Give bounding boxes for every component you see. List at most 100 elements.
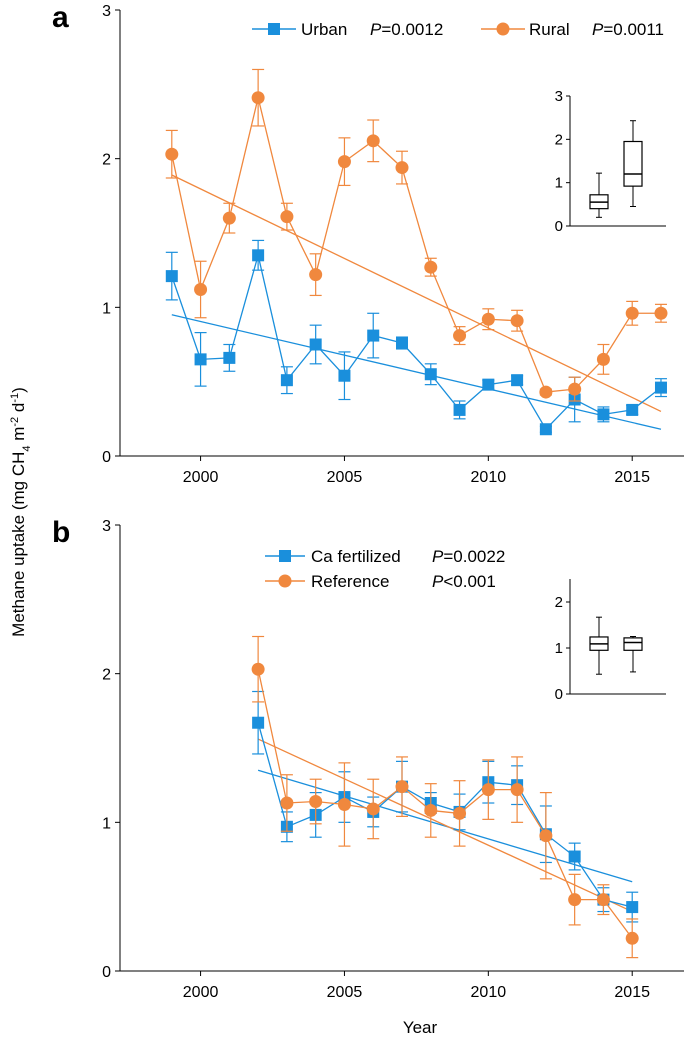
inset-boxplot: 0 1 2 (555, 579, 666, 703)
trend-line-urban (171, 314, 662, 430)
x-tick-label: 2000 (183, 469, 219, 486)
x-tick-label: 2015 (614, 984, 650, 1001)
y-tick-label: 1 (102, 815, 111, 832)
data-point (597, 408, 610, 421)
x-axis-title: Year (403, 1018, 438, 1037)
legend-p-number: =0.0011 (603, 20, 664, 39)
data-point (309, 795, 323, 809)
data-point (251, 91, 265, 105)
box-body (623, 637, 643, 651)
data-point (194, 353, 207, 366)
y-axis-title-main: Methane uptake (mg CH (9, 452, 28, 637)
data-point (568, 893, 582, 907)
legend-label: Ca fertilized (311, 547, 401, 566)
data-point (396, 337, 408, 350)
panel-label: b (52, 516, 70, 549)
y-tick-label: 2 (102, 667, 111, 684)
data-point (654, 381, 667, 394)
legend: Urban P=0.0012 Rural P=0.0011 (252, 20, 664, 39)
legend-marker (279, 550, 291, 562)
inset-y-tick-label: 1 (555, 640, 563, 657)
y-axis-title-sup1: -2 (9, 417, 21, 427)
y-tick-label: 3 (102, 518, 111, 535)
legend-p-value: P=0.0011 (592, 20, 664, 39)
inset-y-tick-label: 2 (555, 594, 563, 611)
data-point (539, 829, 553, 843)
data-point (625, 931, 639, 945)
y-axis-title-sup2: -1 (9, 393, 21, 403)
data-point (511, 374, 524, 387)
x-tick-label: 2000 (183, 984, 219, 1001)
x-tick-label: 2010 (471, 469, 507, 486)
legend-label: Rural (529, 20, 570, 39)
inset-y-tick-label: 2 (555, 131, 563, 148)
x-tick-label: 2005 (327, 984, 363, 1001)
legend-p-symbol: P (432, 572, 444, 591)
legend-marker (268, 23, 280, 35)
data-point (367, 329, 380, 342)
legend-p-number: =0.0012 (381, 20, 443, 39)
data-point (309, 338, 322, 351)
legend-p-symbol: P (370, 20, 382, 39)
data-point (424, 368, 437, 381)
panel-label: a (52, 1, 69, 34)
legend-p-symbol: P (592, 20, 604, 39)
data-point (366, 134, 380, 148)
y-tick-label: 0 (102, 964, 111, 981)
legend-p-value: P<0.001 (432, 572, 496, 591)
data-point (482, 378, 495, 391)
data-point (165, 147, 179, 161)
y-axis-title-mid: m (9, 427, 28, 446)
data-point (280, 374, 293, 387)
y-axis-title-end: ) (9, 387, 28, 393)
inset-boxplot: 0 1 2 3 (555, 88, 666, 235)
y-tick-label: 1 (102, 300, 111, 317)
series-urban (165, 239, 667, 436)
data-point (251, 662, 265, 676)
legend-marker (278, 574, 292, 588)
data-point (222, 211, 236, 225)
inset-y-tick-label: 3 (555, 88, 563, 105)
y-axis-title: Methane uptake (mg CH4 m-2 d-1) (9, 387, 33, 637)
data-point (596, 352, 610, 366)
legend-p-number: =0.0022 (443, 547, 505, 566)
x-tick-label: 2015 (614, 469, 650, 486)
data-point (424, 260, 438, 274)
series-line (171, 255, 662, 431)
series-line (171, 97, 661, 393)
y-tick-label: 3 (102, 3, 111, 20)
series-rural (165, 68, 668, 402)
data-point (165, 270, 178, 283)
data-point (338, 369, 351, 382)
inset-y-tick-label: 1 (555, 175, 563, 192)
legend-p-value: P=0.0012 (370, 20, 443, 39)
legend-p-symbol: P (432, 547, 444, 566)
data-point (596, 893, 610, 907)
inset-y-tick-label: 0 (555, 686, 563, 703)
legend-marker (496, 22, 510, 36)
data-point (626, 403, 639, 416)
legend-p-value: P=0.0022 (432, 547, 505, 566)
y-axis-title-sub: 4 (21, 445, 33, 451)
data-point (568, 382, 582, 396)
data-point (395, 161, 409, 175)
data-point (453, 403, 466, 416)
data-point (337, 797, 351, 811)
data-point (626, 901, 639, 914)
data-point (625, 306, 639, 320)
y-axis-title-mid2: d (9, 403, 28, 417)
legend-label: Urban (301, 20, 347, 39)
trend-line-reference (257, 738, 633, 913)
data-point (337, 155, 351, 169)
box-body (623, 140, 643, 187)
data-point (252, 249, 265, 262)
data-point (252, 716, 265, 729)
data-point (481, 783, 495, 797)
data-point (539, 423, 552, 436)
y-tick-label: 2 (102, 152, 111, 169)
data-point (395, 780, 409, 794)
y-tick-label: 0 (102, 449, 111, 466)
data-point (280, 796, 294, 810)
